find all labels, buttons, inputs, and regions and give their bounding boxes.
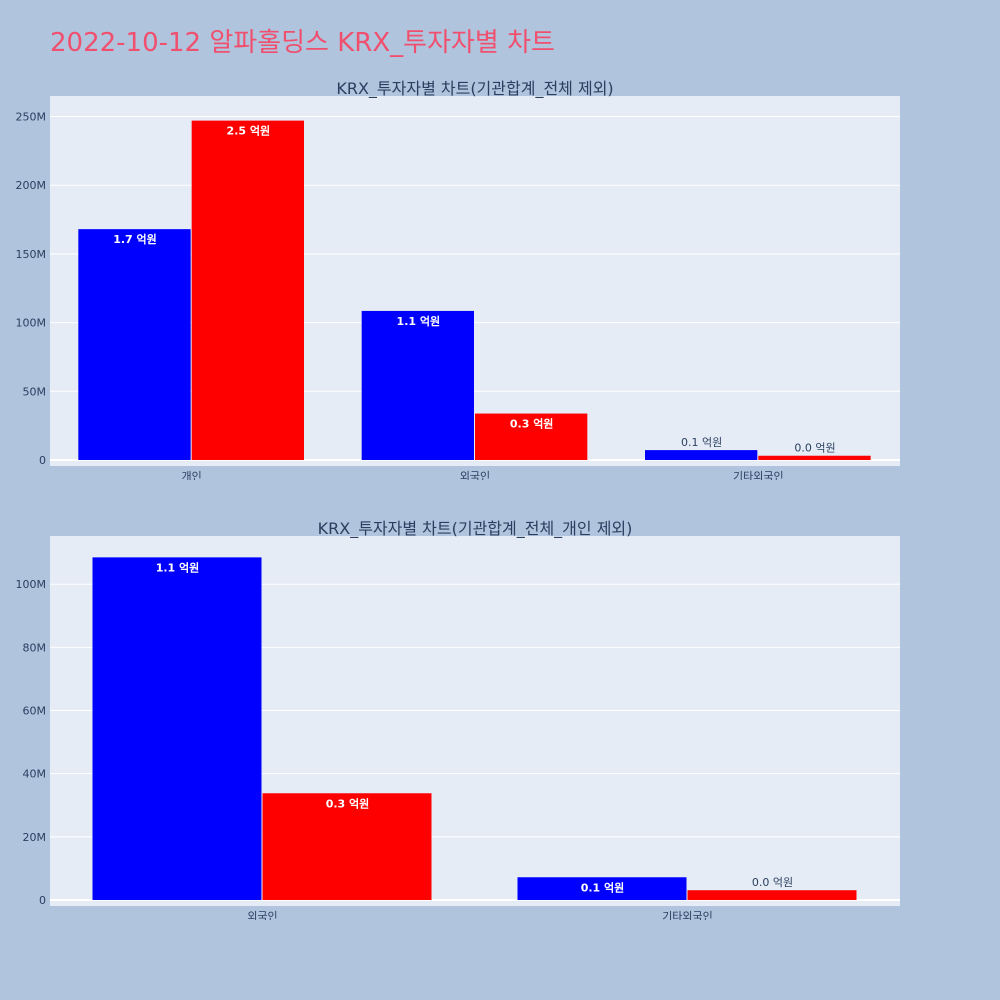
- bar: [361, 310, 474, 460]
- bar: [191, 120, 304, 460]
- bar-label: 0.3 억원: [510, 417, 554, 431]
- y-tick-label: 20M: [23, 831, 47, 844]
- y-tick-label: 150M: [16, 248, 47, 261]
- bar: [645, 450, 758, 460]
- y-tick-label: 40M: [23, 768, 47, 781]
- bar-label: 0.1 억원: [581, 880, 625, 894]
- bar-label: 0.0 억원: [752, 876, 793, 889]
- y-tick-label: 60M: [23, 705, 47, 718]
- y-tick-label: 100M: [16, 578, 47, 591]
- bar: [687, 890, 857, 900]
- bar: [475, 413, 588, 460]
- y-tick-label: 200M: [16, 179, 47, 192]
- y-tick-label: 0: [39, 454, 46, 467]
- chart-title-2: KRX_투자자별 차트(기관합계_전체_개인 제외): [318, 519, 633, 539]
- bar-label: 1.7 억원: [113, 232, 157, 246]
- chart-1: KRX_투자자별 차트(기관합계_전체 제외) 0 50M 100M 150M 200M 2…: [16, 79, 900, 480]
- chart-2: KRX_투자자별 차트(기관합계_전체_개인 제외) 0 20M 40M 60M 80M 1…: [16, 519, 900, 920]
- y-tick-label: 250M: [16, 110, 47, 123]
- x-tick-label: 외국인: [460, 470, 490, 480]
- x-tick-label: 기타외국인: [662, 910, 713, 920]
- bar: [78, 229, 191, 460]
- y-tick-label: 100M: [16, 317, 47, 330]
- bar: [758, 455, 871, 460]
- y-tick-label: 50M: [23, 385, 47, 398]
- x-tick-label: 외국인: [247, 910, 277, 920]
- x-tick-label: 개인: [182, 470, 202, 480]
- bar: [92, 557, 262, 900]
- bar-label: 2.5 억원: [227, 124, 271, 138]
- bar-label: 1.1 억원: [156, 560, 200, 574]
- x-tick-label: 기타외국인: [733, 470, 784, 480]
- bar-label: 0.1 억원: [681, 436, 722, 449]
- y-tick-label: 0: [39, 894, 46, 907]
- bar-label: 0.0 억원: [794, 442, 835, 455]
- chart-title-1: KRX_투자자별 차트(기관합계_전체 제외): [336, 79, 613, 99]
- page-title: 2022-10-12 알파홀딩스 KRX_투자자별 차트: [50, 28, 555, 58]
- bar-label: 0.3 억원: [326, 796, 370, 810]
- bar-label: 1.1 억원: [397, 314, 441, 328]
- y-tick-label: 80M: [23, 641, 47, 654]
- bar: [262, 793, 432, 900]
- bar: [517, 877, 687, 900]
